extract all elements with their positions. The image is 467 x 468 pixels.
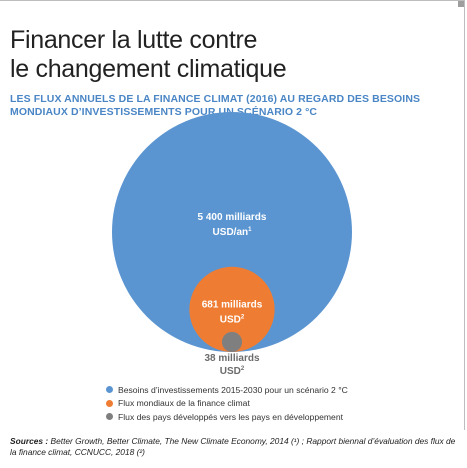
label-investment-needs-unit: USD/an1 — [213, 227, 253, 238]
label-investment-needs-value: 5 400 milliards — [198, 212, 267, 223]
sources-prefix: Sources : — [10, 436, 49, 446]
label-developed-to-developing-flows-value: 38 milliards — [204, 353, 259, 364]
sources-note: Sources : Better Growth, Better Climate,… — [10, 436, 460, 458]
label-developed-to-developing-flows-footnote: 2 — [241, 366, 245, 372]
sources-text: Better Growth, Better Climate, The New C… — [10, 436, 456, 457]
legend-item-investment-needs: Besoins d’investissements 2015-2030 pour… — [106, 383, 456, 397]
label-investment-needs-footnote: 1 — [248, 227, 252, 233]
chart-legend: Besoins d’investissements 2015-2030 pour… — [106, 383, 456, 424]
legend-item-world-climate-flows: Flux mondiaux de la finance climat — [106, 397, 456, 411]
legend-label: Flux mondiaux de la finance climat — [118, 398, 250, 409]
legend-swatch — [106, 386, 113, 394]
page-title: Financer la lutte contre le changement c… — [10, 26, 450, 84]
legend-label: Besoins d’investissements 2015-2030 pour… — [118, 384, 348, 395]
bubble-developed-to-developing-flows — [221, 331, 243, 353]
bubble-investment-needs — [112, 112, 352, 352]
legend-swatch — [106, 399, 113, 407]
title-line-1: Financer la lutte contre — [10, 26, 258, 54]
label-developed-to-developing-flows-unit: USD2 — [220, 366, 245, 377]
frame-corner-mark — [458, 1, 464, 7]
title-line-2: le changement climatique — [10, 55, 287, 83]
bubble-world-climate-flows — [189, 266, 275, 352]
legend-item-developed-to-developing-flows: Flux des pays développés vers les pays e… — [106, 410, 456, 424]
legend-label: Flux des pays développés vers les pays e… — [118, 411, 344, 422]
legend-swatch — [106, 413, 113, 421]
label-world-climate-flows-footnote: 2 — [241, 314, 245, 320]
chart-frame — [0, 0, 465, 430]
label-world-climate-flows-unit: USD2 — [220, 314, 245, 325]
subtitle-line-1: LES FLUX ANNUELS DE LA FINANCE CLIMAT (2… — [10, 93, 421, 105]
label-world-climate-flows-value: 681 milliards — [202, 299, 263, 310]
